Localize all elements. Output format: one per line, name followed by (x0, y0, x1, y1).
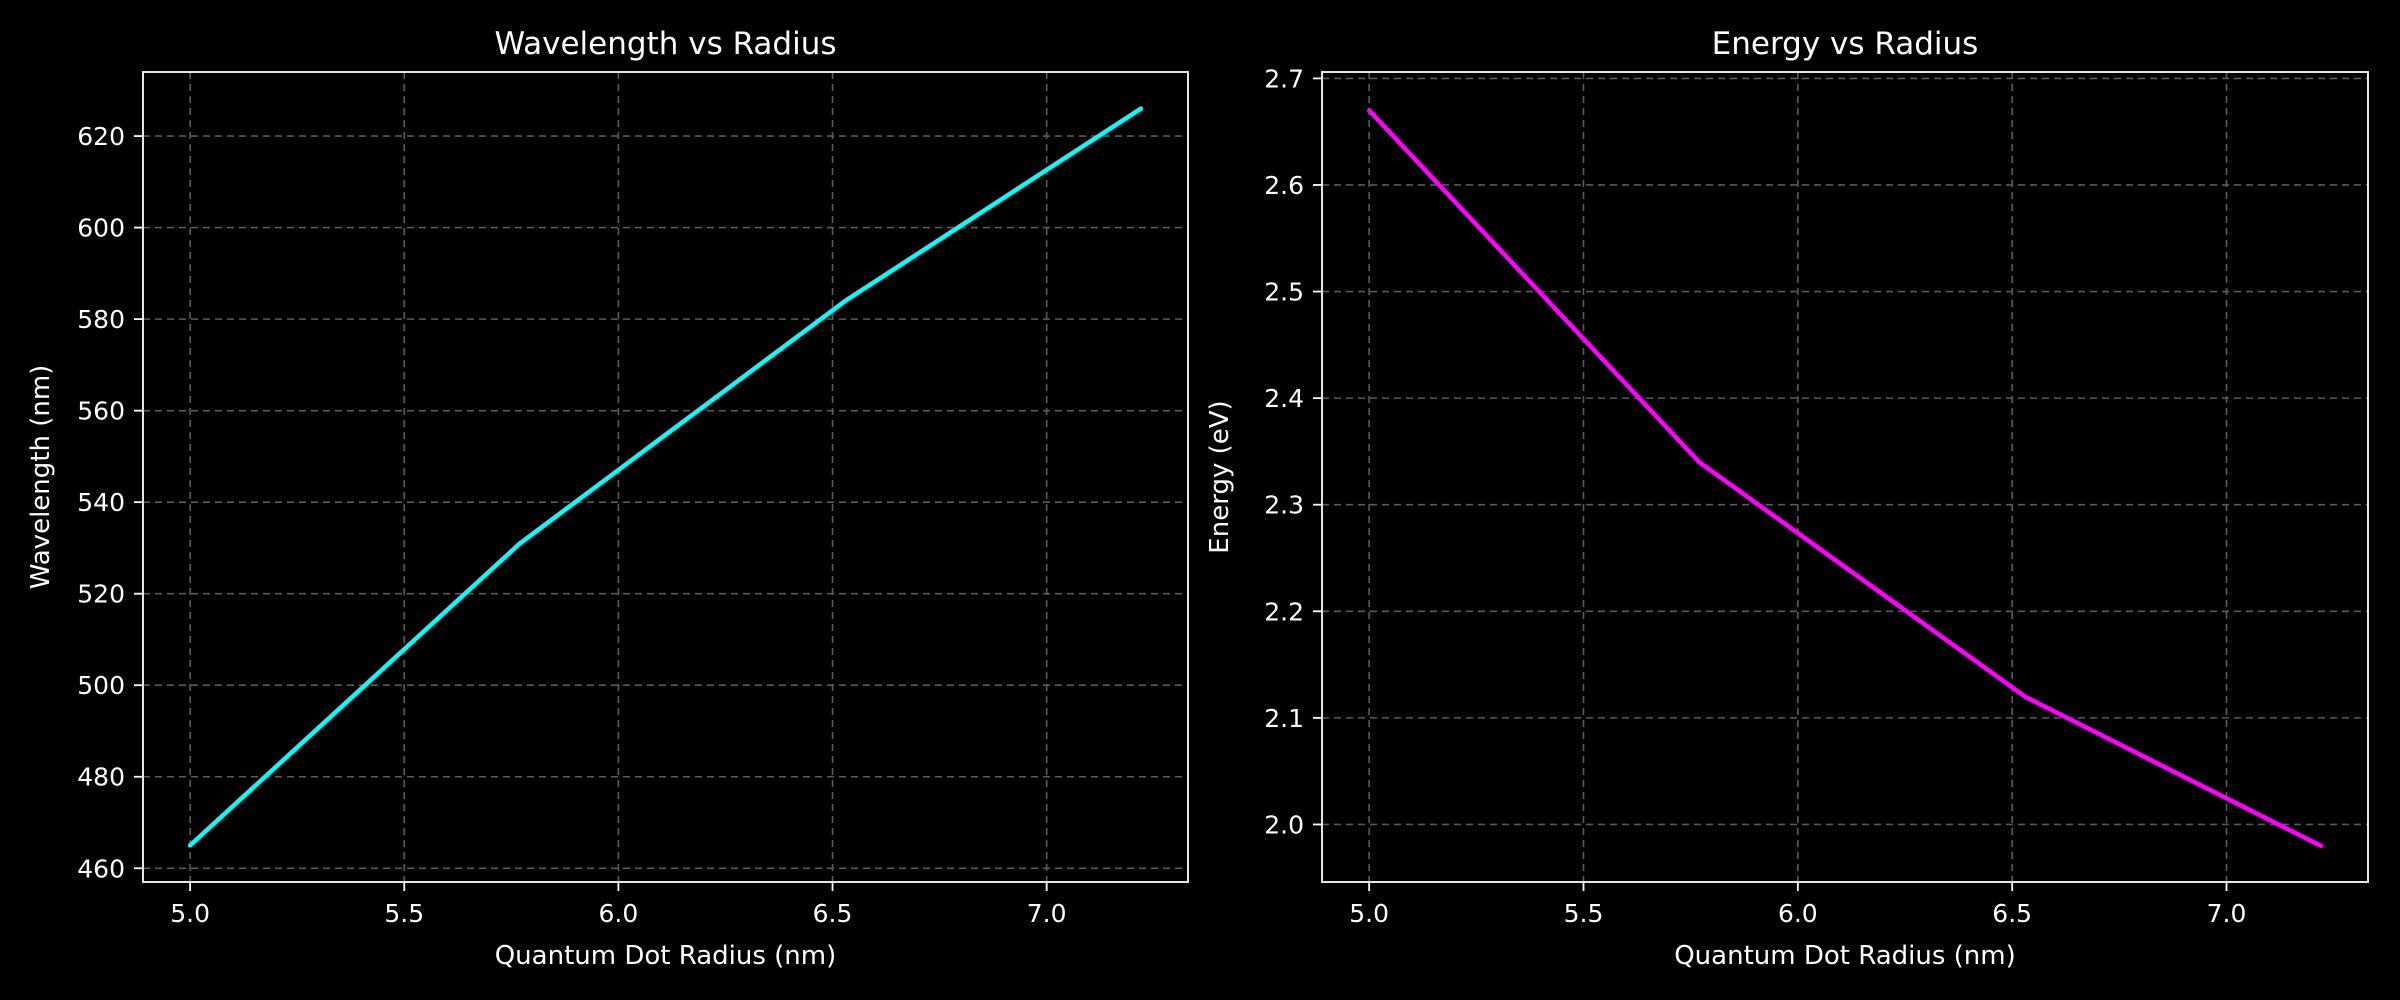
wavelength-y-tick-label: 560 (77, 397, 125, 426)
wavelength-y-tick-label: 460 (77, 854, 125, 883)
wavelength-x-tick-label: 6.0 (599, 899, 639, 928)
wavelength-grid (143, 72, 1188, 882)
wavelength-x-axis-label: Quantum Dot Radius (nm) (495, 941, 837, 971)
energy-y-tick-label: 2.1 (1264, 704, 1304, 733)
energy-x-tick-label: 7.0 (2207, 899, 2247, 928)
energy-y-tick-label: 2.4 (1264, 384, 1304, 413)
energy-plot-frame (1321, 71, 2369, 883)
energy-chart-title: Energy vs Radius (1712, 26, 1979, 62)
wavelength-chart: 5.0 5.5 6.0 6.5 7.0 460 480 500 520 540 560 580 600 6… (26, 26, 1189, 971)
energy-x-tick-label: 6.5 (1992, 899, 2032, 928)
wavelength-plot-frame (142, 71, 1189, 883)
energy-x-tick-label: 5.0 (1349, 899, 1389, 928)
energy-ticks: 5.0 5.5 6.0 6.5 7.0 2.0 2.1 2.2 2.3 2.4 2.5 2.6 2.7 (1264, 64, 2246, 928)
energy-x-axis-label: Quantum Dot Radius (nm) (1674, 941, 2016, 971)
energy-x-tick-label: 6.0 (1778, 899, 1818, 928)
energy-series-line (1366, 108, 2324, 849)
wavelength-ticks: 5.0 5.5 6.0 6.5 7.0 460 480 500 520 540 560 580 600 6… (77, 122, 1066, 928)
wavelength-x-tick-label: 5.0 (170, 899, 210, 928)
wavelength-series-layer (187, 106, 1144, 848)
wavelength-y-tick-label: 500 (77, 671, 125, 700)
wavelength-series-line (187, 106, 1144, 848)
wavelength-y-tick-label: 600 (77, 214, 125, 243)
wavelength-y-tick-label: 580 (77, 305, 125, 334)
energy-y-tick-label: 2.3 (1264, 491, 1304, 520)
energy-y-tick-label: 2.2 (1264, 597, 1304, 626)
wavelength-y-axis-label: Wavelength (nm) (26, 365, 56, 590)
wavelength-x-tick-label: 7.0 (1027, 899, 1067, 928)
wavelength-y-tick-label: 520 (77, 580, 125, 609)
energy-y-tick-label: 2.5 (1264, 278, 1304, 307)
energy-series-layer (1366, 108, 2324, 849)
energy-grid (1322, 72, 2368, 882)
wavelength-y-tick-label: 540 (77, 488, 125, 517)
wavelength-x-tick-label: 6.5 (813, 899, 853, 928)
wavelength-y-tick-label: 480 (77, 763, 125, 792)
energy-chart: 5.0 5.5 6.0 6.5 7.02.02.12.22.32.42.52.62.7 … (1205, 26, 2369, 971)
wavelength-y-tick-label: 620 (77, 122, 125, 151)
energy-x-tick-label: 5.5 (1564, 899, 1604, 928)
wavelength-x-tick-label: 5.5 (384, 899, 424, 928)
energy-y-tick-label: 2.7 (1264, 64, 1304, 93)
energy-y-tick-label: 2.6 (1264, 171, 1304, 200)
wavelength-chart-title: Wavelength vs Radius (494, 26, 836, 62)
energy-y-tick-label: 2.0 (1264, 810, 1304, 839)
energy-y-axis-label: Energy (eV) (1205, 400, 1235, 553)
